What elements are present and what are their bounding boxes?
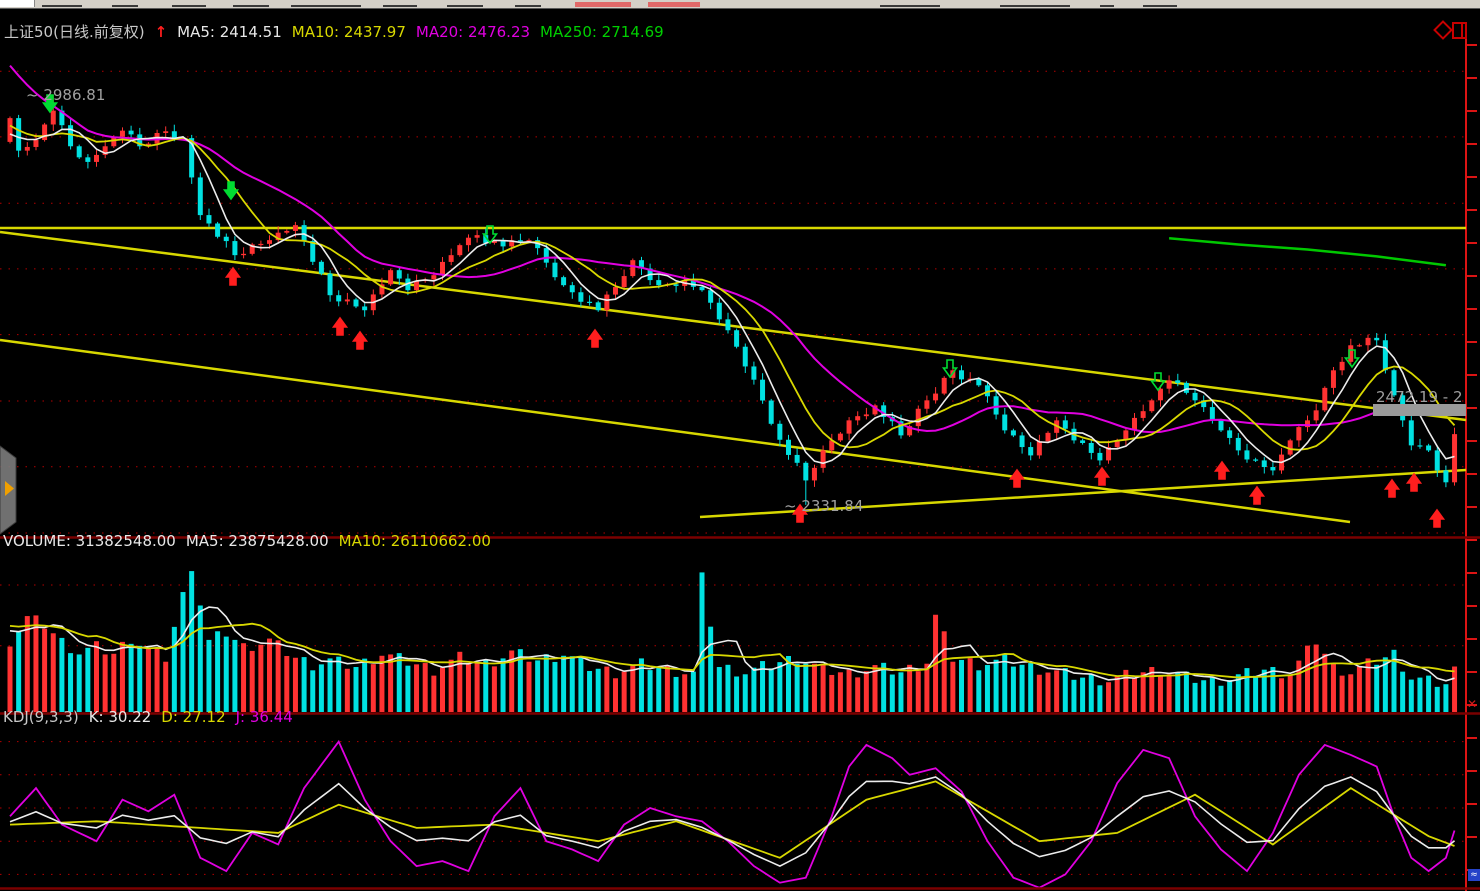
top-menu-strip[interactable] <box>0 0 1480 9</box>
menu-item-fragment[interactable] <box>447 5 483 7</box>
menu-item-fragment-highlighted[interactable] <box>575 2 631 7</box>
menu-item-fragment[interactable] <box>515 5 541 7</box>
menu-corner-box <box>0 0 35 7</box>
symbol-title: 上证50(日线.前复权) <box>4 23 145 41</box>
menu-item-fragment-highlighted[interactable] <box>648 2 700 7</box>
range-measure-bar <box>1373 404 1466 416</box>
kdj-line-layer <box>9 739 1456 889</box>
corner-app-icon[interactable]: ≈ <box>1468 869 1480 881</box>
menu-item-fragment[interactable] <box>172 5 206 7</box>
kdj-j-value: J: 36.44 <box>235 708 293 726</box>
volume-ma-layer <box>9 606 1455 683</box>
menu-item-fragment[interactable] <box>1100 5 1114 7</box>
menu-item-fragment[interactable] <box>1000 5 1070 7</box>
left-expander-tab[interactable] <box>0 445 17 535</box>
menu-item-fragment[interactable] <box>880 5 940 7</box>
trendline-layer <box>0 226 1467 524</box>
volume-value: VOLUME: 31382548.00 <box>3 532 176 550</box>
menu-item-fragment[interactable] <box>1143 5 1177 7</box>
menu-item-fragment[interactable] <box>233 5 269 7</box>
menu-item-fragment[interactable] <box>42 5 82 7</box>
pane-dividers <box>0 536 1480 890</box>
kdj-d-value: D: 27.12 <box>161 708 226 726</box>
ma5-value: MA5: 2414.51 <box>177 23 282 41</box>
volume-ma5-value: MA5: 23875428.00 <box>185 532 329 550</box>
trend-up-icon: ↑ <box>154 23 168 41</box>
low-price-marker: ~ 2331.84 <box>784 497 864 515</box>
kdj-header: KDJ(9,3,3) K: 30.22 D: 27.12 J: 36.44 <box>3 708 303 726</box>
restore-window-icon[interactable] <box>1452 22 1467 39</box>
kdj-k-value: K: 30.22 <box>88 708 152 726</box>
menu-item-fragment[interactable] <box>291 5 361 7</box>
signal-arrow-layer <box>41 94 1446 528</box>
price-ma-layer <box>9 64 1456 465</box>
volume-header: VOLUME: 31382548.00 MA5: 23875428.00 MA10:… <box>3 532 501 550</box>
range-price-marker: 2472.19 - 2 <box>1376 388 1463 406</box>
ma10-value: MA10: 2437.97 <box>291 23 406 41</box>
menu-item-fragment[interactable] <box>112 5 138 7</box>
kdj-params: KDJ(9,3,3) <box>3 708 79 726</box>
candlestick-layer <box>7 95 1458 505</box>
right-price-axis <box>1465 28 1477 891</box>
pane-close-icon[interactable]: ✕ <box>1467 697 1478 711</box>
ma20-value: MA20: 2476.23 <box>415 23 531 41</box>
menu-item-fragment[interactable] <box>383 5 417 7</box>
volume-ma10-value: MA10: 26110662.00 <box>338 532 491 550</box>
ma250-value: MA250: 2714.69 <box>540 23 664 41</box>
gridline-layer <box>0 70 1466 875</box>
expand-panel-icon <box>5 481 14 496</box>
high-price-marker: ~ 2986.81 <box>26 86 106 104</box>
ma250-line <box>1168 237 1447 267</box>
volume-bar-layer <box>7 571 1458 712</box>
main-chart-header: 上证50(日线.前复权) ↑ MA5: 2414.51 MA10: 2437.97 MA… <box>4 21 674 42</box>
